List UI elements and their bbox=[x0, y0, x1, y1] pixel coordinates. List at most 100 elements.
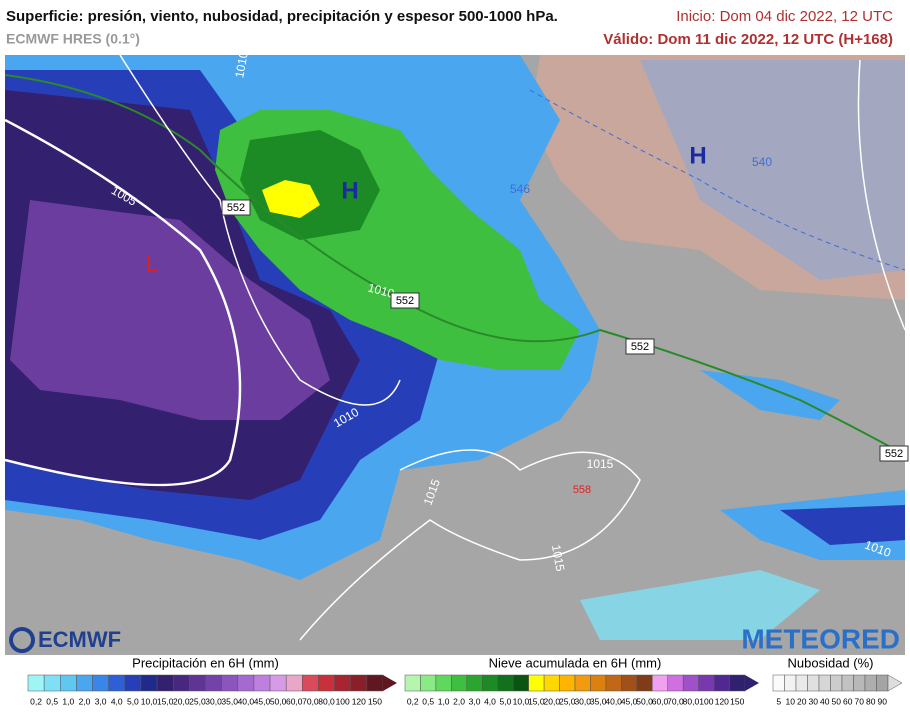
legend-swatch bbox=[420, 674, 437, 692]
legend-swatch bbox=[636, 674, 653, 692]
legend-tick-label: 1,0 bbox=[62, 696, 74, 706]
legend-tick-label: 45,0 bbox=[621, 696, 638, 706]
legend-tick-label: 5,0 bbox=[500, 696, 512, 706]
high-marker: H bbox=[341, 177, 358, 204]
legend-tick-label: 45,0 bbox=[254, 696, 271, 706]
thickness-label: 558 bbox=[573, 484, 591, 496]
legend-swatch bbox=[366, 674, 384, 692]
legend-tick-label: 20 bbox=[797, 696, 807, 706]
thickness-label: 552 bbox=[396, 295, 414, 307]
legend-tick-label: 70,0 bbox=[667, 696, 684, 706]
legend-swatch bbox=[253, 674, 271, 692]
legend-tick-label: 10,0 bbox=[513, 696, 530, 706]
legend-swatch bbox=[574, 674, 591, 692]
legend-tick-label: 70 bbox=[855, 696, 865, 706]
legend-tick-label: 80,0 bbox=[318, 696, 335, 706]
legend-swatch bbox=[543, 674, 560, 692]
legend-tick-label: 40,0 bbox=[605, 696, 622, 706]
legend-swatch bbox=[76, 674, 93, 692]
title: Superficie: presión, viento, nubosidad, … bbox=[6, 8, 558, 25]
legend-swatch bbox=[864, 674, 877, 692]
legend-swatch bbox=[698, 674, 715, 692]
legend-arrow bbox=[745, 675, 759, 691]
ecmwf-logo: ECMWF bbox=[38, 627, 121, 652]
legend-swatch bbox=[269, 674, 287, 692]
legend-swatch bbox=[350, 674, 368, 692]
legend-swatch bbox=[237, 674, 255, 692]
legend-swatch bbox=[108, 674, 126, 692]
legend-tick-label: 60,0 bbox=[652, 696, 669, 706]
legend-tick-label: 2,0 bbox=[79, 696, 91, 706]
legend-tick-label: 150 bbox=[730, 696, 744, 706]
legend-title: Nieve acumulada en 6H (mm) bbox=[489, 655, 662, 670]
legend-swatch bbox=[667, 674, 684, 692]
legend-tick-label: 0,5 bbox=[46, 696, 58, 706]
legend-tick-label: 3,0 bbox=[469, 696, 481, 706]
legend-arrow bbox=[383, 675, 397, 691]
legend-swatch bbox=[528, 674, 545, 692]
isobar-label: 1015 bbox=[549, 544, 567, 573]
legend-swatch bbox=[189, 674, 206, 692]
legend-tick-label: 3,0 bbox=[95, 696, 107, 706]
legend-tick-label: 30,0 bbox=[205, 696, 222, 706]
legend-title: Precipitación en 6H (mm) bbox=[132, 655, 279, 670]
legend-swatch bbox=[221, 674, 239, 692]
legend-swatch bbox=[285, 674, 303, 692]
legend-swatch bbox=[621, 674, 638, 692]
legend-swatch bbox=[807, 674, 820, 692]
legend-swatch bbox=[334, 674, 351, 692]
legend-tick-label: 2,0 bbox=[453, 696, 465, 706]
legend-swatch bbox=[451, 674, 468, 692]
legend-tick-label: 4,0 bbox=[484, 696, 496, 706]
model: ECMWF HRES (0.1°) bbox=[6, 31, 140, 47]
legend-swatch bbox=[772, 674, 785, 692]
legend-title: Nubosidad (%) bbox=[788, 655, 874, 670]
legend-swatch bbox=[124, 674, 142, 692]
legend-swatch bbox=[682, 674, 699, 692]
meteored-logo: METEORED bbox=[741, 623, 900, 654]
isobar-label: 1010 bbox=[366, 280, 396, 301]
valid-time: Válido: Dom 11 dic 2022, 12 UTC (H+168) bbox=[603, 31, 893, 48]
legend-swatch bbox=[605, 674, 622, 692]
legends: Precipitación en 6H (mm)0,2 0,5 1,0 2,0 3,0 4… bbox=[27, 655, 903, 706]
legend-swatch bbox=[853, 674, 866, 692]
legend-swatch bbox=[92, 674, 109, 692]
high-marker: H bbox=[689, 142, 706, 169]
legend-tick-label: 1,0 bbox=[438, 696, 450, 706]
legend-swatch bbox=[482, 674, 498, 692]
legend-tick-label: 0,2 bbox=[30, 696, 42, 706]
legend-swatch bbox=[60, 674, 77, 692]
isobar-label: 1015 bbox=[587, 457, 614, 471]
legend-swatch bbox=[784, 674, 797, 692]
legend-tick-label: 10 bbox=[786, 696, 796, 706]
legend-arrow bbox=[887, 674, 903, 692]
legend-swatch bbox=[497, 674, 514, 692]
legend-tick-label: 50 bbox=[832, 696, 842, 706]
legend-swatch bbox=[404, 674, 421, 692]
legend-tick-label: 0,5 bbox=[422, 696, 434, 706]
legend-tick-label: 50,0 bbox=[270, 696, 287, 706]
legend-swatch bbox=[590, 674, 607, 692]
legend-swatch bbox=[652, 674, 668, 692]
legend-tick-label: 25,0 bbox=[559, 696, 576, 706]
legend-tick-label: 70,0 bbox=[302, 696, 319, 706]
legend-swatch bbox=[172, 674, 190, 692]
legend-tick-label: 90 bbox=[878, 696, 888, 706]
init-time: Inicio: Dom 04 dic 2022, 12 UTC bbox=[676, 8, 893, 25]
legend-swatch bbox=[43, 674, 61, 692]
legend-tick-label: 60 bbox=[843, 696, 853, 706]
thickness-label: 552 bbox=[885, 448, 903, 460]
legend-swatch bbox=[876, 674, 889, 692]
legend-swatch bbox=[205, 674, 222, 692]
isobar-label: 1010 bbox=[232, 50, 250, 79]
legend-swatch bbox=[830, 674, 843, 692]
legend-tick-label: 100 bbox=[336, 696, 350, 706]
legend-tick-label: 30 bbox=[809, 696, 819, 706]
legend-tick-label: 80,0 bbox=[683, 696, 700, 706]
legend-swatch bbox=[156, 674, 174, 692]
legend-tick-label: 35,0 bbox=[221, 696, 238, 706]
legend-tick-label: 20,0 bbox=[544, 696, 561, 706]
legend-tick-label: 30,0 bbox=[574, 696, 591, 706]
legend-tick-label: 25,0 bbox=[189, 696, 206, 706]
